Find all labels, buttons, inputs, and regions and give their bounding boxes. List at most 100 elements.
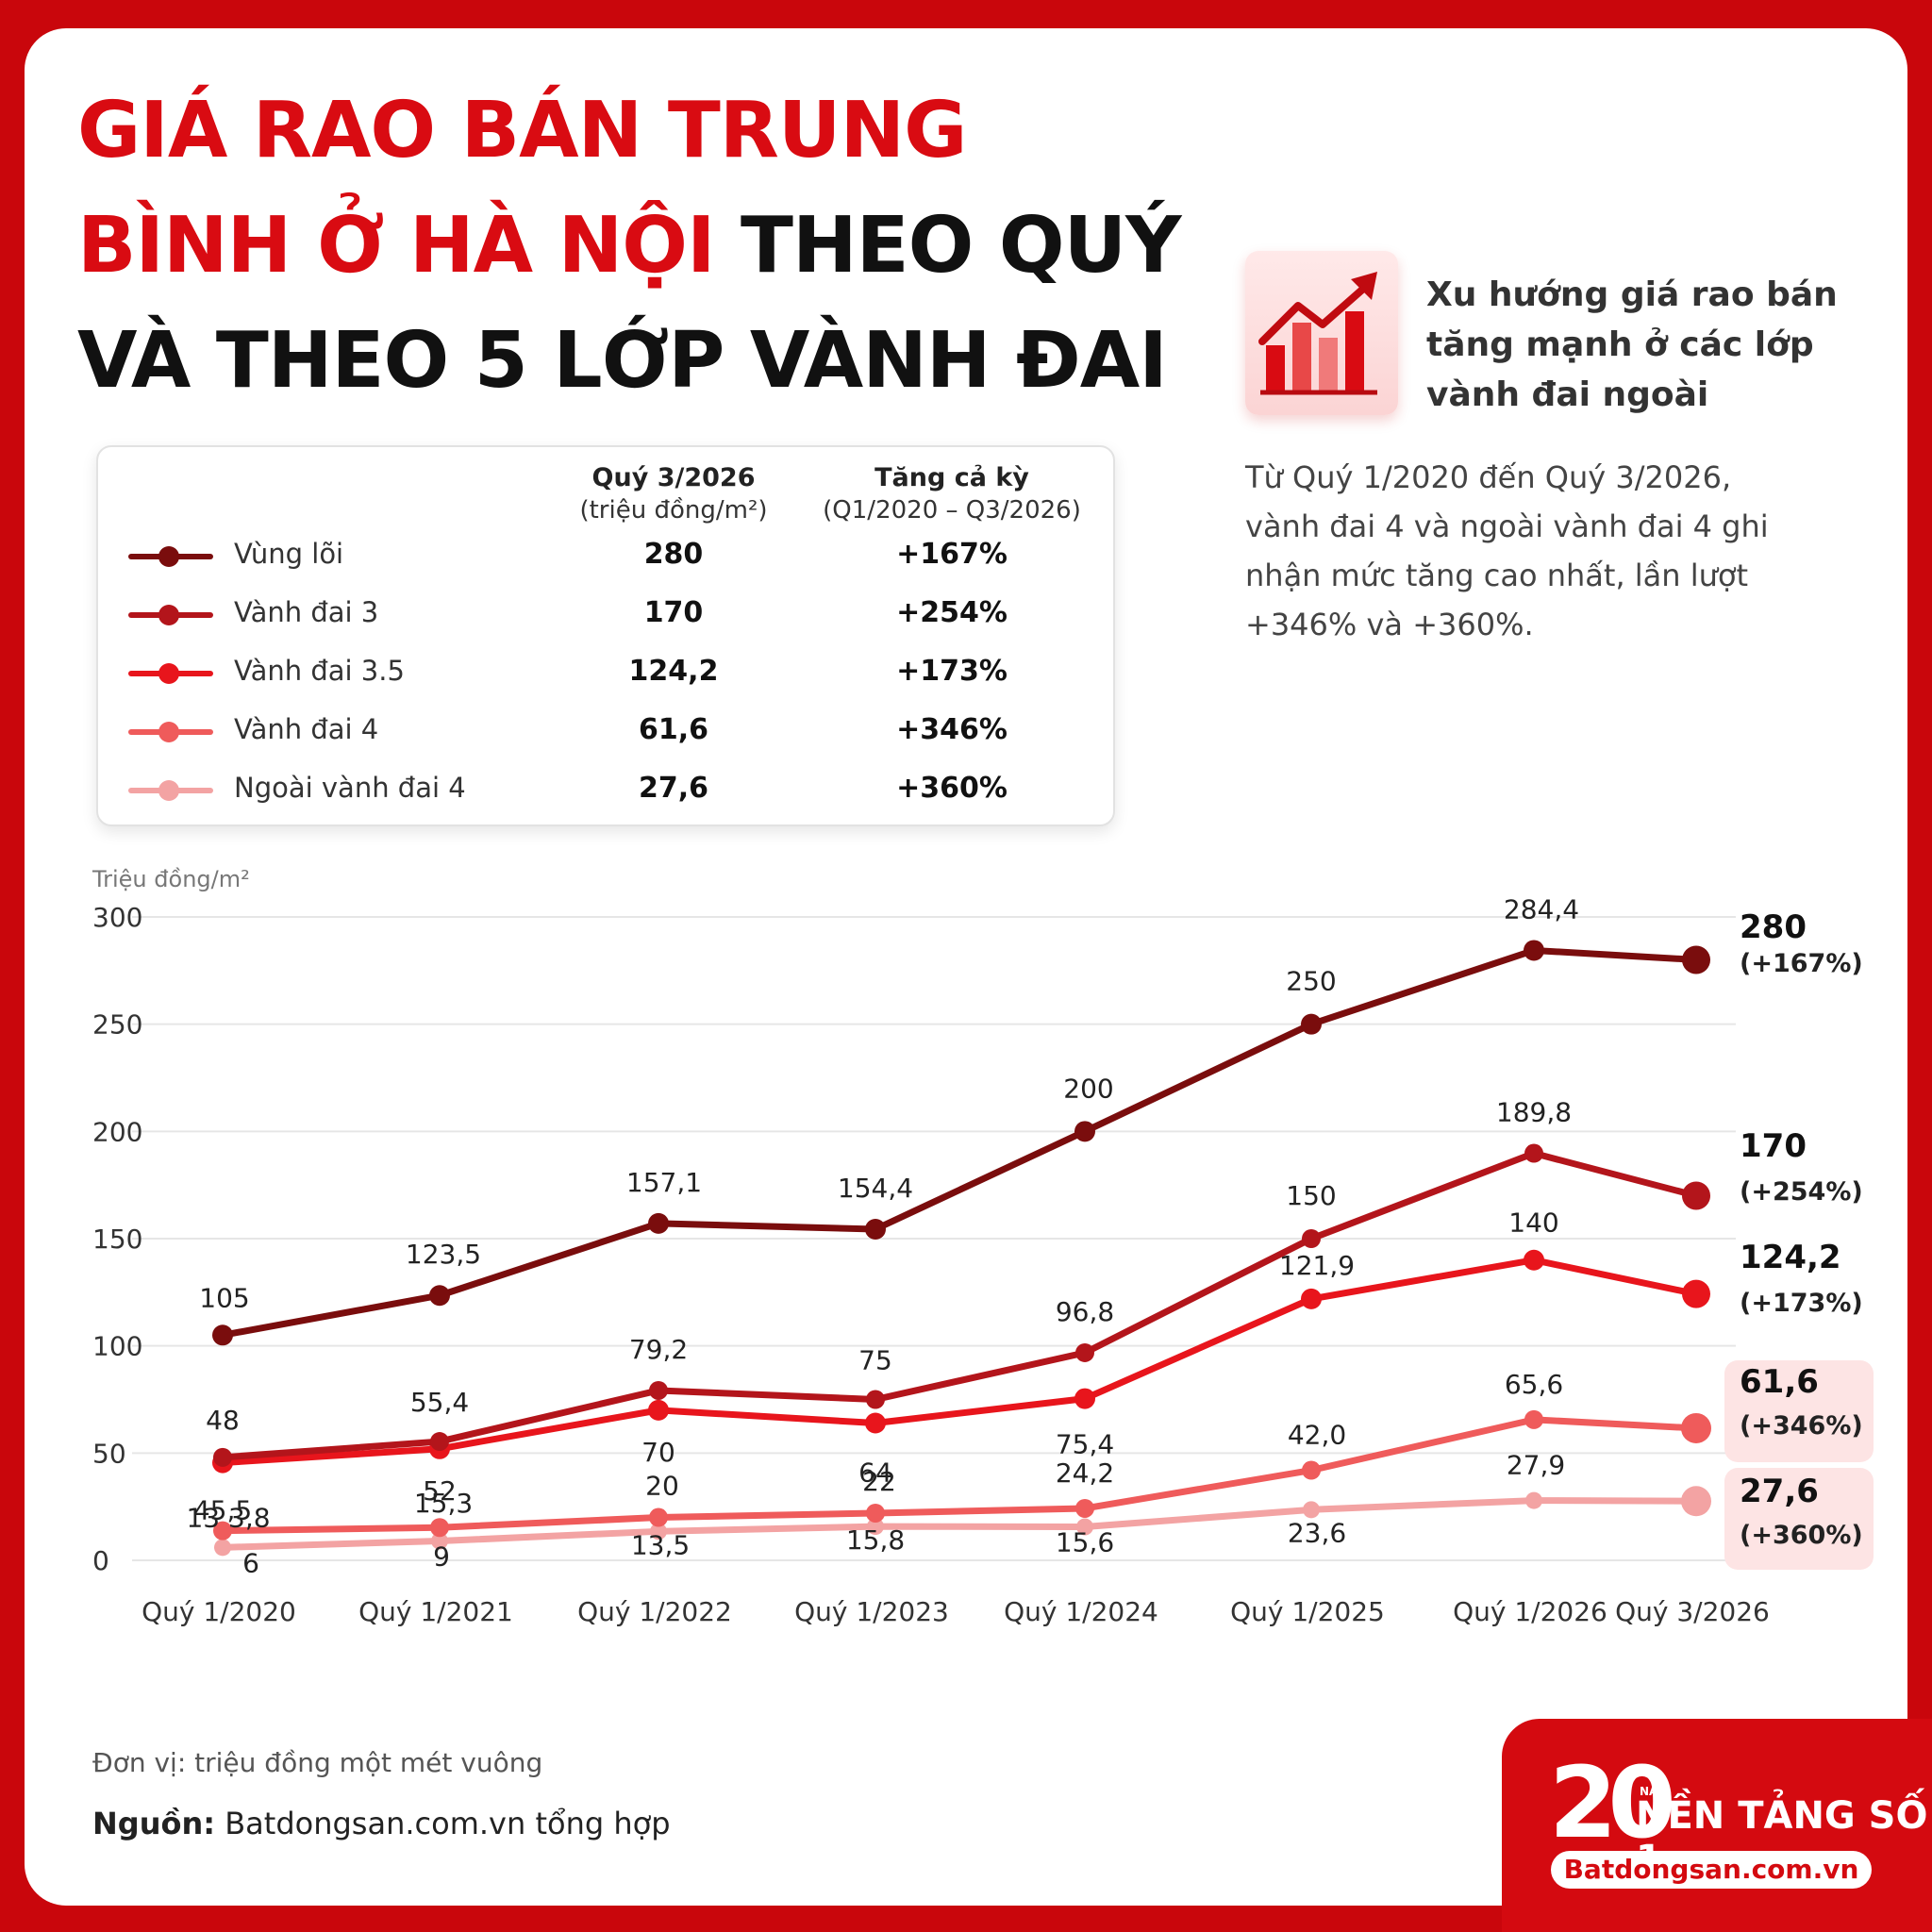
legend-row: Vành đai 4 61,6 +346% bbox=[98, 704, 1117, 760]
data-point bbox=[213, 1447, 232, 1467]
legend-header-change: Tăng cả kỳ (Q1/2020 – Q3/2026) bbox=[801, 462, 1103, 526]
data-point bbox=[1524, 1143, 1543, 1163]
data-label: 105 bbox=[199, 1282, 249, 1313]
data-label: 9 bbox=[433, 1541, 450, 1573]
data-point bbox=[1302, 1460, 1321, 1480]
x-tick-label: Quý 1/2025 bbox=[1230, 1596, 1385, 1627]
legend-series-name: Vành đai 3 bbox=[234, 596, 379, 628]
legend-series-change: +360% bbox=[896, 772, 1008, 805]
data-point bbox=[648, 1212, 669, 1234]
data-label: 284,4 bbox=[1504, 893, 1579, 924]
data-point bbox=[212, 1324, 233, 1346]
legend-series-change: +167% bbox=[896, 538, 1008, 571]
brand-nam-label: NĂM bbox=[1640, 1785, 1670, 1798]
legend-row: Vành đai 3 170 +254% bbox=[98, 587, 1117, 643]
data-label: 22 bbox=[862, 1466, 896, 1497]
data-label: 13,5 bbox=[631, 1529, 690, 1560]
data-label: 42,0 bbox=[1288, 1420, 1346, 1451]
legend-row: Ngoài vành đai 4 27,6 +360% bbox=[98, 762, 1117, 819]
legend-marker bbox=[158, 780, 179, 801]
data-label: 75 bbox=[858, 1345, 892, 1376]
end-value-label: 124,2 bbox=[1740, 1239, 1841, 1276]
legend-marker bbox=[158, 546, 179, 567]
data-label: 52 bbox=[423, 1475, 457, 1507]
data-label: 13 3,8 bbox=[186, 1503, 270, 1534]
data-label: 55,4 bbox=[410, 1387, 469, 1418]
end-value-label: 61,6 bbox=[1740, 1363, 1819, 1401]
series-line bbox=[219, 946, 1700, 1339]
data-point bbox=[1524, 940, 1544, 961]
series-end-marker bbox=[1681, 1486, 1711, 1517]
series-end-marker bbox=[1682, 1181, 1710, 1210]
end-value-label: 170 bbox=[1740, 1127, 1807, 1165]
data-label: 157,1 bbox=[626, 1167, 702, 1198]
data-point bbox=[650, 1523, 667, 1541]
legend-table: Quý 3/2026 (triệu đồng/m²) Tăng cả kỳ (Q… bbox=[96, 445, 1115, 826]
data-label: 250 bbox=[1286, 966, 1336, 997]
brand-badge: 20 NĂM NỀN TẢNG SỐ 1 Batdongsan.com.vn bbox=[1502, 1719, 1932, 1932]
data-point bbox=[430, 1432, 449, 1452]
data-label: 24,2 bbox=[1056, 1457, 1114, 1489]
data-point bbox=[865, 1218, 886, 1240]
unit-note: Đơn vị: triệu đồng một mét vuông bbox=[92, 1747, 543, 1778]
data-label: 154,4 bbox=[838, 1173, 913, 1204]
data-point bbox=[1524, 1249, 1544, 1271]
x-tick-label: Quý 1/2023 bbox=[794, 1596, 949, 1627]
data-label: 140 bbox=[1508, 1208, 1558, 1239]
series-line bbox=[219, 1257, 1700, 1467]
series-end-marker bbox=[1682, 1279, 1710, 1308]
y-tick-label: 150 bbox=[92, 1224, 142, 1255]
data-point bbox=[867, 1518, 884, 1536]
end-change-label: (+167%) bbox=[1740, 949, 1863, 978]
data-label: 23,6 bbox=[1288, 1517, 1346, 1548]
series-end-marker bbox=[1681, 1412, 1711, 1443]
data-point bbox=[429, 1285, 450, 1307]
data-label: 6 bbox=[242, 1547, 259, 1578]
data-label: 15,3 bbox=[414, 1488, 473, 1519]
source-label: Nguồn: bbox=[92, 1806, 216, 1841]
x-tick-label: Quý 1/2024 bbox=[1004, 1596, 1158, 1627]
legend-header-change-title: Tăng cả kỳ bbox=[874, 463, 1029, 492]
series-line bbox=[219, 1497, 1700, 1551]
trend-description: Từ Quý 1/2020 đến Quý 3/2026, vành đai 4… bbox=[1245, 459, 1769, 642]
data-point bbox=[1302, 1229, 1321, 1248]
data-label: 96,8 bbox=[1056, 1296, 1114, 1327]
data-label: 64 bbox=[858, 1457, 892, 1489]
legend-row: Vùng lõi 280 +167% bbox=[98, 528, 1117, 585]
trend-heading: Xu hướng giá rao bán tăng mạnh ở các lớp… bbox=[1426, 275, 1838, 414]
legend-series-value: 61,6 bbox=[638, 713, 709, 746]
data-point bbox=[1524, 1409, 1543, 1429]
data-label: 45,5 bbox=[193, 1495, 252, 1526]
data-label: 79,2 bbox=[629, 1334, 688, 1365]
infographic-card bbox=[25, 28, 1907, 1906]
legend-marker bbox=[158, 722, 179, 742]
data-label: 75,4 bbox=[1056, 1429, 1114, 1460]
series-end-marker bbox=[1682, 945, 1710, 974]
legend-header-value: Quý 3/2026 (triệu đồng/m²) bbox=[551, 462, 796, 526]
page-title: GIÁ RAO BÁN TRUNG BÌNH Ở HÀ NỘI THEO QUÝ… bbox=[77, 74, 1247, 419]
legend-series-change: +254% bbox=[896, 596, 1008, 629]
source-note: Nguồn: Batdongsan.com.vn tổng hợp bbox=[92, 1806, 671, 1841]
brand-site-link[interactable]: Batdongsan.com.vn bbox=[1551, 1851, 1872, 1889]
legend-marker bbox=[158, 605, 179, 625]
x-tick-label: Quý 3/2026 bbox=[1615, 1596, 1770, 1627]
title-line-2-dark: THEO QUÝ bbox=[714, 201, 1182, 291]
data-point bbox=[866, 1390, 885, 1409]
data-point bbox=[1074, 1121, 1095, 1142]
data-label: 15,6 bbox=[1056, 1527, 1114, 1558]
series-line bbox=[219, 1150, 1700, 1461]
brand-slogan: NỀN TẢNG SỐ 1 bbox=[1636, 1794, 1928, 1881]
y-tick-label: 300 bbox=[92, 902, 142, 933]
legend-header-change-range: (Q1/2020 – Q3/2026) bbox=[823, 496, 1081, 525]
legend-series-name: Vành đai 4 bbox=[234, 713, 379, 745]
data-point bbox=[1075, 1342, 1094, 1362]
data-point bbox=[1525, 1491, 1542, 1509]
data-point bbox=[430, 1518, 449, 1538]
end-change-label: (+360%) bbox=[1740, 1521, 1863, 1550]
data-label: 121,9 bbox=[1279, 1250, 1355, 1281]
data-label: 200 bbox=[1063, 1073, 1113, 1104]
y-axis-label: Triệu đồng/m² bbox=[92, 866, 250, 892]
end-value-label: 280 bbox=[1740, 908, 1807, 946]
x-tick-label: Quý 1/2020 bbox=[142, 1596, 296, 1627]
data-label: 189,8 bbox=[1496, 1097, 1572, 1128]
